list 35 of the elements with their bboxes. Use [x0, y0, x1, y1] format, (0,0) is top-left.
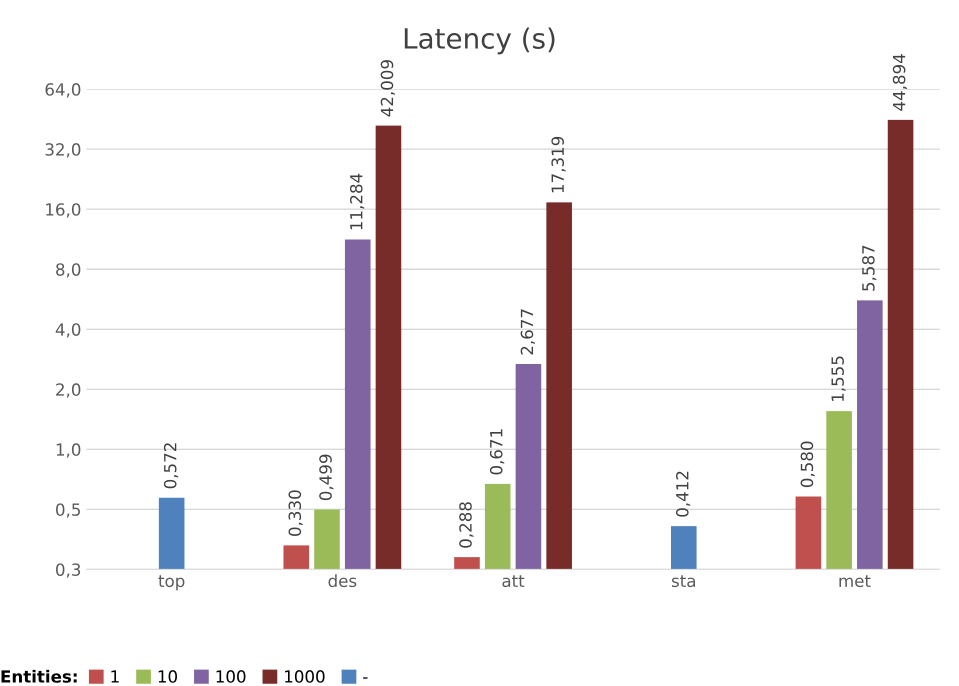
data-label: 0,330 — [288, 490, 303, 536]
x-tick-label: met — [839, 575, 871, 588]
data-label: 17,319 — [551, 136, 566, 192]
legend-label: 10 — [158, 670, 177, 683]
data-label: 0,671 — [490, 429, 504, 474]
data-label: 44,894 — [892, 54, 908, 111]
data-label: 0,499 — [319, 454, 334, 500]
data-label: 2,677 — [520, 309, 535, 355]
x-tick-label: sta — [672, 575, 695, 588]
data-label: 42,009 — [380, 60, 395, 116]
data-label: 0,580 — [800, 442, 815, 488]
legend-title: Entities: — [2, 670, 77, 683]
data-label: 0,288 — [459, 502, 474, 548]
legend-label: 1000 — [285, 670, 325, 683]
y-tick-label: 4,0 — [56, 323, 80, 338]
x-tick-label: des — [328, 574, 356, 588]
legend-label: 1 — [111, 670, 119, 683]
data-label: 5,587 — [862, 246, 876, 291]
legend-label: - — [363, 677, 368, 679]
y-tick-label: 8,0 — [56, 263, 80, 278]
data-label: 11,284 — [350, 174, 364, 230]
y-tick-label: 0,5 — [56, 503, 80, 518]
chart-title: Latency (s) — [404, 27, 554, 54]
x-tick-label: top — [158, 575, 184, 590]
y-tick-label: 16,0 — [46, 203, 80, 218]
y-tick-label: 64,0 — [46, 83, 80, 98]
x-tick-label: att — [502, 575, 524, 588]
y-tick-label: 1,0 — [56, 443, 80, 458]
data-label: 0,572 — [164, 443, 178, 488]
legend-label: 100 — [216, 670, 246, 683]
y-tick-label: 0,3 — [56, 563, 80, 578]
y-tick-label: 2,0 — [56, 383, 80, 398]
data-label: 0,412 — [676, 472, 690, 517]
data-label: 1,555 — [832, 356, 846, 401]
y-tick-label: 32,0 — [46, 143, 80, 158]
